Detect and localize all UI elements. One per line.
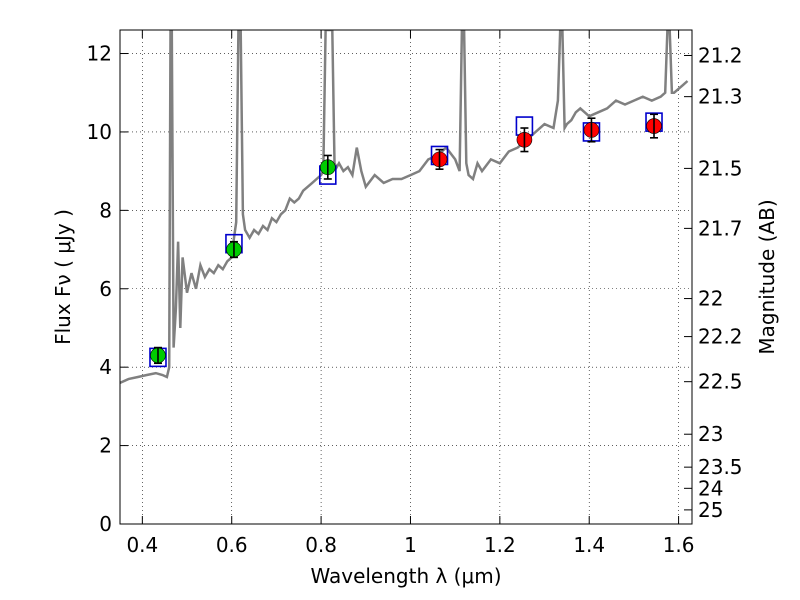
y-tick-label: 8 bbox=[99, 198, 112, 222]
y-tick-label: 10 bbox=[87, 120, 112, 144]
y2-tick-label: 23 bbox=[698, 422, 723, 446]
y2-tick-label: 24 bbox=[698, 476, 723, 500]
y-tick-label: 12 bbox=[87, 42, 112, 66]
y2-tick-label: 22.2 bbox=[698, 325, 743, 349]
y-tick-label: 6 bbox=[99, 277, 112, 301]
y2-tick-label: 21.5 bbox=[698, 156, 743, 180]
x-tick-label: 1.2 bbox=[484, 533, 516, 557]
y2-tick-label: 22.5 bbox=[698, 370, 743, 394]
y-tick-label: 4 bbox=[99, 355, 112, 379]
photometry-points bbox=[149, 112, 663, 368]
y2-axis-label: Magnitude (AB) bbox=[755, 199, 779, 354]
spectrum-line bbox=[120, 30, 689, 385]
y2-tick-label: 21.2 bbox=[698, 43, 743, 67]
y2-tick-label: 23.5 bbox=[698, 455, 743, 479]
y-tick-label: 0 bbox=[99, 512, 112, 536]
x-tick-label: 0.4 bbox=[126, 533, 158, 557]
x-tick-label: 1 bbox=[404, 533, 417, 557]
y2-tick-label: 25 bbox=[698, 498, 723, 522]
y-axis-label: Flux Fν ( μJy ) bbox=[51, 209, 75, 345]
x-tick-label: 0.6 bbox=[216, 533, 248, 557]
x-tick-label: 0.8 bbox=[305, 533, 337, 557]
plot-frame bbox=[119, 29, 693, 525]
x-axis-label: Wavelength λ (μm) bbox=[310, 564, 501, 588]
x-tick-label: 1.4 bbox=[573, 533, 605, 557]
model-spectrum bbox=[120, 30, 689, 385]
y2-tick-label: 21.3 bbox=[698, 85, 743, 109]
y2-tick-label: 21.7 bbox=[698, 216, 743, 240]
y-tick-label: 2 bbox=[99, 434, 112, 458]
x-tick-label: 1.6 bbox=[663, 533, 695, 557]
y2-tick-label: 22 bbox=[698, 287, 723, 311]
